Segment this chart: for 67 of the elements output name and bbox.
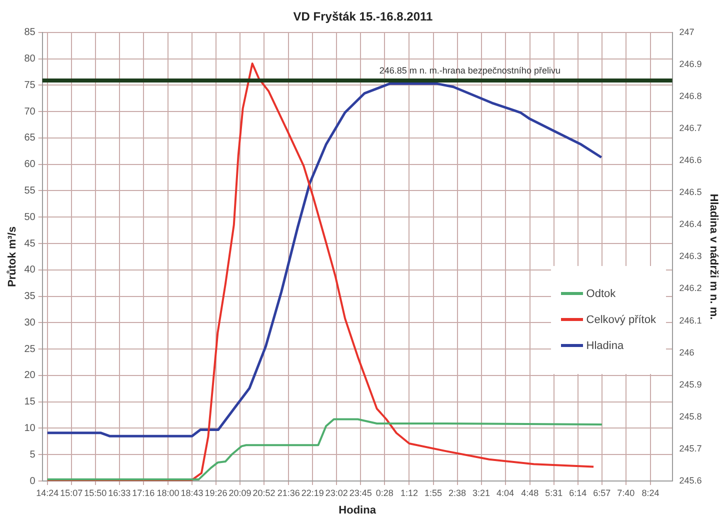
x-tick-label: 15:07 — [60, 488, 83, 498]
y2-tick-label: 246.6 — [679, 155, 702, 166]
y-tick-label: 45 — [24, 238, 36, 250]
y2-tick-label: 247 — [679, 26, 694, 37]
x-tick-label: 4:48 — [521, 488, 539, 498]
y2-tick-label: 245.9 — [679, 379, 702, 390]
y2-tick-label: 246.4 — [679, 219, 702, 230]
x-tick-label: 20:52 — [252, 488, 276, 498]
x-tick-label: 17:16 — [132, 488, 155, 498]
x-tick-label: 0:28 — [376, 488, 394, 498]
y-tick-label: 75 — [24, 80, 36, 91]
y-tick-label: 20 — [24, 370, 36, 382]
y2-tick-label: 246.1 — [679, 315, 702, 326]
y-tick-label: 85 — [24, 27, 36, 38]
y-tick-label: 10 — [24, 422, 36, 434]
y-tick-label: 70 — [24, 106, 36, 118]
y-axis-title: Průtok m³/s — [6, 226, 19, 287]
x-tick-label: 18:00 — [156, 488, 180, 498]
x-tick-label: 15:50 — [84, 488, 107, 498]
x-tick-label: 1:55 — [424, 488, 442, 498]
y-tick-label: 55 — [24, 185, 36, 196]
y2-tick-label: 246.8 — [679, 90, 702, 101]
x-tick-label: 20:09 — [228, 488, 252, 498]
y-tick-label: 60 — [24, 159, 36, 170]
y2-tick-label: 245.7 — [679, 443, 702, 454]
chart-title: VD Fryšták 15.-16.8.2011 — [293, 10, 434, 24]
legend-label: Celkový přítok — [586, 314, 656, 326]
x-tick-label: 8:24 — [642, 488, 660, 498]
x-tick-label: 21:36 — [277, 488, 300, 498]
y2-tick-label: 246.5 — [679, 187, 702, 198]
y-tick-label: 25 — [24, 344, 36, 355]
x-tick-label: 4:04 — [496, 488, 514, 498]
y-tick-label: 35 — [24, 291, 36, 302]
x-tick-label: 6:57 — [593, 488, 611, 498]
x-axis-title: Hodina — [338, 504, 377, 516]
x-tick-label: 14:24 — [36, 488, 59, 498]
y2-tick-label: 246 — [679, 347, 694, 358]
y2-axis-title: Hladina v nádrži m n. m. — [707, 194, 720, 320]
y2-tick-label: 246.2 — [679, 283, 702, 294]
y2-tick-label: 245.6 — [679, 475, 702, 486]
x-tick-label: 6:14 — [569, 488, 587, 498]
x-tick-label: 16:33 — [108, 488, 131, 498]
y-tick-label: 5 — [30, 449, 36, 460]
y2-tick-label: 245.8 — [679, 411, 702, 422]
ref-line-label: 246.85 m n. m.-hrana bezpečnostního přelivu — [379, 65, 560, 76]
y-tick-label: 0 — [30, 476, 36, 487]
y-tick-label: 30 — [24, 317, 36, 328]
x-tick-label: 5:31 — [545, 488, 563, 498]
x-tick-label: 1:12 — [400, 488, 418, 498]
y2-tick-label: 246.3 — [679, 251, 702, 262]
x-tick-label: 19:26 — [204, 488, 228, 498]
y-tick-label: 40 — [24, 264, 36, 276]
legend-label: Hladina — [586, 340, 624, 352]
y-tick-label: 15 — [24, 396, 36, 408]
x-tick-label: 7:40 — [617, 488, 635, 498]
y-tick-label: 50 — [24, 212, 36, 223]
y2-tick-label: 246.9 — [679, 58, 702, 69]
x-tick-label: 2:38 — [448, 488, 466, 498]
y-tick-label: 65 — [24, 132, 36, 144]
x-tick-label: 22:19 — [301, 488, 324, 498]
x-tick-label: 23:02 — [325, 488, 348, 498]
legend-label: Odtok — [586, 288, 616, 300]
x-tick-label: 18:43 — [180, 488, 204, 498]
x-tick-label: 3:21 — [472, 488, 490, 498]
y-tick-label: 80 — [24, 54, 36, 65]
x-tick-label: 23:45 — [349, 488, 372, 498]
y2-tick-label: 246.7 — [679, 123, 702, 134]
